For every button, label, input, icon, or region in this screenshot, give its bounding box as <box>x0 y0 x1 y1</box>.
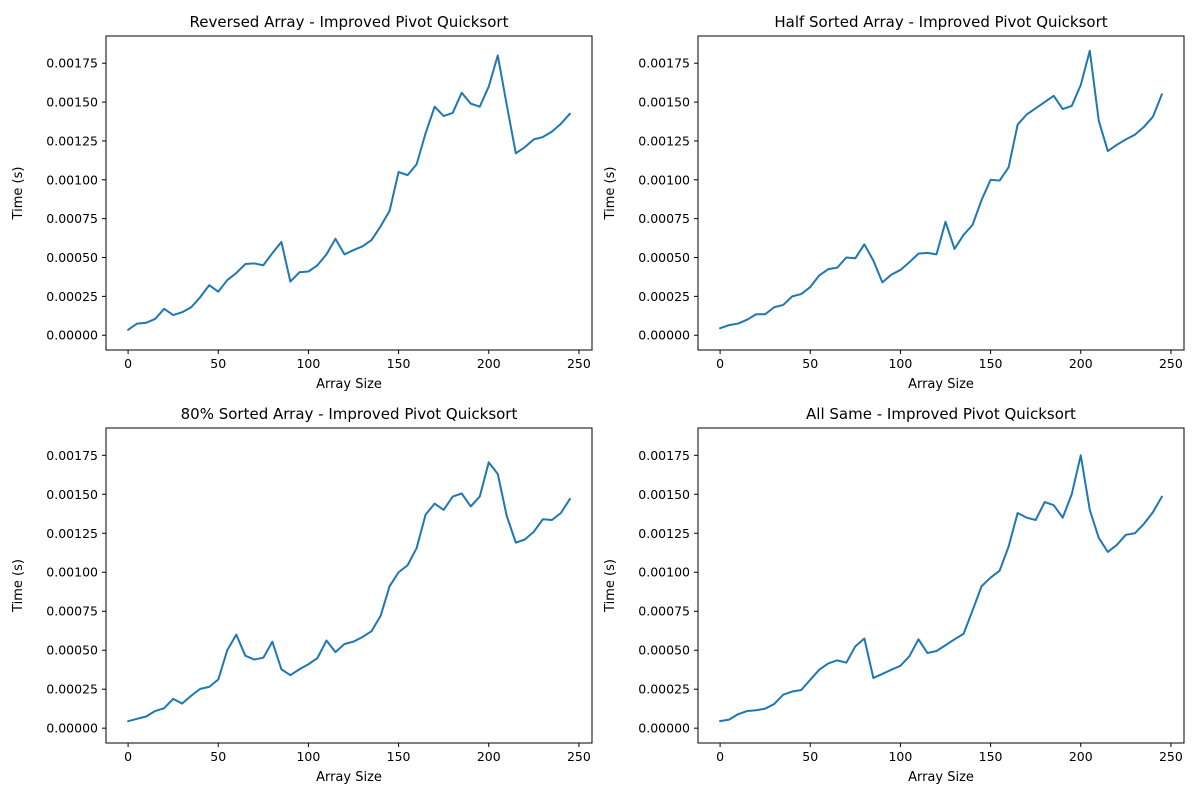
y-tick-label: 0.00175 <box>638 56 690 71</box>
y-tick-label: 0.00025 <box>638 682 690 697</box>
x-tick-label: 0 <box>124 356 132 371</box>
y-tick-label: 0.00175 <box>638 448 690 463</box>
x-tick-label: 100 <box>296 749 320 764</box>
chart-title: Reversed Array - Improved Pivot Quicksor… <box>190 13 509 31</box>
x-tick-label: 250 <box>567 749 591 764</box>
x-tick-label: 200 <box>1069 749 1093 764</box>
y-tick-label: 0.00025 <box>46 682 98 697</box>
y-tick-label: 0.00100 <box>46 565 98 580</box>
x-tick-label: 50 <box>210 356 226 371</box>
y-tick-label: 0.00150 <box>46 487 98 502</box>
y-tick-label: 0.00000 <box>638 328 690 343</box>
y-tick-label: 0.00075 <box>638 604 690 619</box>
x-tick-label: 250 <box>1159 356 1183 371</box>
chart-panel-reversed: Reversed Array - Improved Pivot Quicksor… <box>11 13 593 392</box>
y-tick-label: 0.00125 <box>638 133 690 148</box>
x-tick-label: 250 <box>567 356 591 371</box>
chart-title: 80% Sorted Array - Improved Pivot Quicks… <box>181 405 518 423</box>
y-tick-label: 0.00000 <box>46 328 98 343</box>
x-axis-label: Array Size <box>316 377 382 392</box>
plot-frame <box>105 35 593 351</box>
x-tick-label: 200 <box>1069 356 1093 371</box>
y-tick-label: 0.00050 <box>638 250 690 265</box>
x-tick-label: 0 <box>124 749 132 764</box>
x-tick-label: 100 <box>888 749 912 764</box>
y-axis-label: Time (s) <box>603 167 618 221</box>
y-tick-label: 0.00150 <box>638 487 690 502</box>
y-tick-label: 0.00100 <box>638 565 690 580</box>
y-tick-label: 0.00150 <box>46 95 98 110</box>
y-axis-label: Time (s) <box>603 559 618 613</box>
x-tick-label: 0 <box>716 749 724 764</box>
y-tick-label: 0.00125 <box>46 133 98 148</box>
y-axis-label: Time (s) <box>11 167 26 221</box>
chart-panel-all-same: All Same - Improved Pivot Quicksort 0 50 10… <box>603 405 1185 785</box>
chart-panel-half-sorted: Half Sorted Array - Improved Pivot Quick… <box>603 13 1185 392</box>
y-tick-label: 0.00075 <box>638 211 690 226</box>
y-tick-label: 0.00075 <box>46 211 98 226</box>
plot-frame <box>105 427 593 744</box>
x-tick-label: 150 <box>387 749 411 764</box>
x-tick-label: 100 <box>296 356 320 371</box>
y-tick-label: 0.00000 <box>638 721 690 736</box>
series-line <box>719 49 1163 330</box>
y-axis-label: Time (s) <box>11 559 26 613</box>
y-tick-label: 0.00050 <box>46 643 98 658</box>
y-tick-label: 0.00175 <box>46 56 98 71</box>
y-tick-label: 0.00100 <box>46 172 98 187</box>
y-tick-label: 0.00025 <box>638 289 690 304</box>
y-tick-label: 0.00050 <box>638 643 690 658</box>
x-tick-label: 200 <box>477 356 501 371</box>
x-tick-label: 200 <box>477 749 501 764</box>
x-tick-label: 100 <box>888 356 912 371</box>
y-tick-label: 0.00075 <box>46 604 98 619</box>
plot-frame <box>697 427 1185 744</box>
y-tick-label: 0.00000 <box>46 721 98 736</box>
x-tick-label: 50 <box>802 749 818 764</box>
x-axis-label: Array Size <box>908 377 974 392</box>
series-line <box>127 461 571 723</box>
y-tick-label: 0.00050 <box>46 250 98 265</box>
chart-panel-eighty-sorted: 80% Sorted Array - Improved Pivot Quicks… <box>11 405 593 785</box>
y-tick-label: 0.00025 <box>46 289 98 304</box>
x-tick-label: 0 <box>716 356 724 371</box>
series-line <box>719 454 1163 723</box>
x-axis-label: Array Size <box>908 770 974 785</box>
chart-title: Half Sorted Array - Improved Pivot Quick… <box>774 13 1107 31</box>
x-tick-label: 250 <box>1159 749 1183 764</box>
x-axis-label: Array Size <box>316 770 382 785</box>
chart-title: All Same - Improved Pivot Quicksort <box>806 405 1076 423</box>
y-tick-label: 0.00125 <box>46 526 98 541</box>
y-tick-label: 0.00100 <box>638 172 690 187</box>
x-tick-label: 150 <box>979 356 1003 371</box>
y-tick-label: 0.00175 <box>46 448 98 463</box>
x-tick-label: 150 <box>979 749 1003 764</box>
y-tick-label: 0.00150 <box>638 95 690 110</box>
x-tick-label: 150 <box>387 356 411 371</box>
plot-frame <box>697 35 1185 351</box>
y-tick-label: 0.00125 <box>638 526 690 541</box>
x-tick-label: 50 <box>802 356 818 371</box>
x-tick-label: 50 <box>210 749 226 764</box>
series-line <box>127 54 571 331</box>
